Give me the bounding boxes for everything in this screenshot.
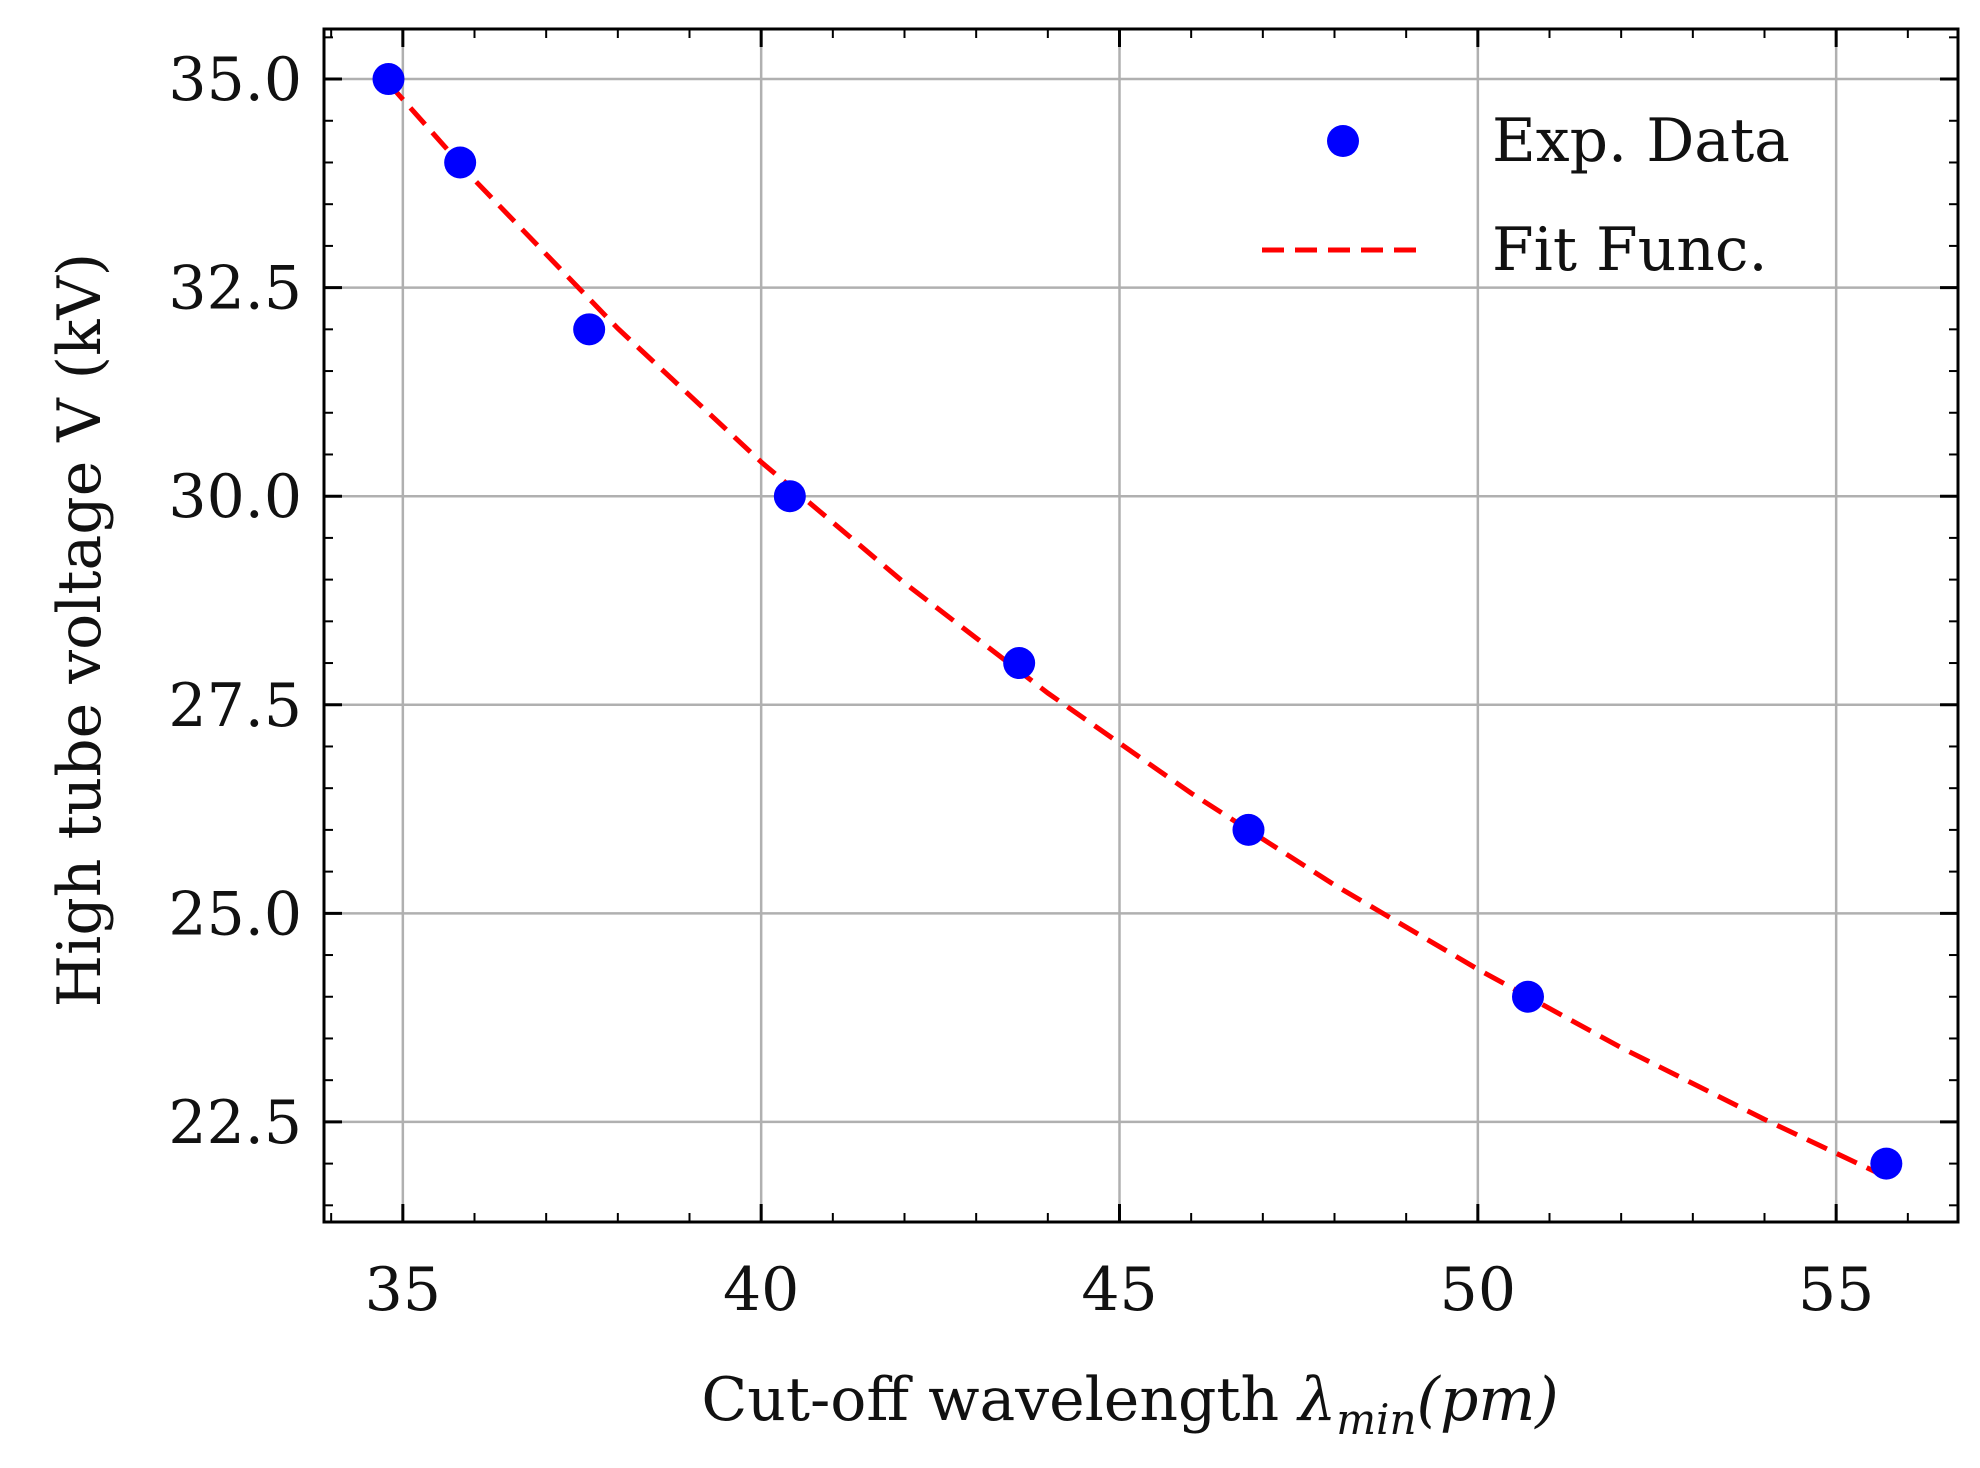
x-tick-labels: 35 40 45 50 55 [365,1255,1875,1325]
data-point [773,480,806,513]
data-point [1232,813,1265,846]
y-tick-label: 32.5 [168,254,302,324]
grid [324,29,1958,1222]
data-point [1003,647,1036,680]
x-tick-label: 35 [365,1255,441,1325]
data-point [444,146,477,179]
y-tick-label: 30.0 [168,462,302,532]
x-tick-label: 45 [1081,1255,1157,1325]
y-tick-label: 35.0 [168,45,302,115]
x-tick-label: 40 [723,1255,799,1325]
data-point [1512,980,1544,1013]
y-axis-title: High tube voltage V (kV) [45,253,115,1007]
legend-marker-exp-data [1327,125,1359,157]
legend: Exp. Data Fit Func. [1262,106,1790,285]
plot-frame [322,27,1960,1224]
axis-ticks [324,29,1958,1222]
y-tick-label: 27.5 [168,671,302,741]
legend-label-exp-data: Exp. Data [1492,106,1790,176]
experimental-data-series [372,63,1903,1180]
legend-label-fit-func: Fit Func. [1492,215,1768,285]
fit-function-series [386,81,1888,1180]
data-point [573,313,606,346]
x-tick-label: 55 [1798,1255,1874,1325]
x-axis-title: Cut-off wavelength λmin(pm) [701,1365,1558,1444]
data-point [1870,1147,1903,1180]
data-point [372,63,405,96]
y-tick-labels: 22.5 25.0 27.5 30.0 32.5 35.0 [168,45,302,1158]
y-tick-label: 22.5 [168,1088,302,1158]
x-tick-label: 50 [1440,1255,1516,1325]
fit-function-line [386,81,1888,1180]
y-tick-label: 25.0 [168,879,302,949]
